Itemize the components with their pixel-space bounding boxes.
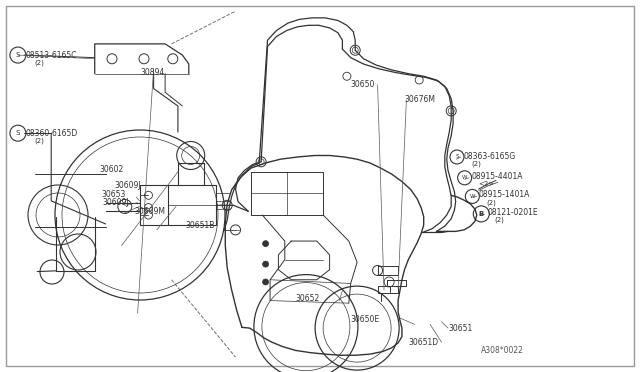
Text: 08121-0201E: 08121-0201E — [488, 208, 538, 217]
Text: <2>: <2> — [479, 181, 495, 187]
Circle shape — [352, 47, 358, 53]
Circle shape — [222, 201, 232, 210]
Text: 08360-6165D: 08360-6165D — [26, 129, 78, 138]
Text: (2): (2) — [486, 199, 496, 206]
Text: 08915-1401A: 08915-1401A — [479, 190, 530, 199]
Text: 08513-6165C: 08513-6165C — [26, 51, 77, 60]
Text: 30652: 30652 — [296, 294, 320, 303]
Text: 30676M: 30676M — [404, 95, 435, 104]
Text: W: W — [462, 175, 467, 180]
Circle shape — [145, 191, 152, 199]
Text: 30609J: 30609J — [114, 182, 141, 190]
Text: 30651D: 30651D — [408, 338, 438, 347]
Circle shape — [262, 279, 269, 285]
Text: (2): (2) — [471, 160, 481, 167]
Text: A308*0022: A308*0022 — [481, 346, 524, 355]
Circle shape — [262, 261, 269, 267]
Circle shape — [118, 199, 132, 214]
Text: 08915-4401A: 08915-4401A — [471, 172, 522, 181]
Text: (2): (2) — [495, 217, 504, 224]
Text: 30651: 30651 — [448, 324, 472, 333]
Circle shape — [448, 108, 454, 114]
Text: S: S — [16, 52, 20, 58]
Text: 30609J: 30609J — [102, 198, 129, 207]
Text: 30609M: 30609M — [134, 207, 165, 216]
Text: 30650: 30650 — [351, 80, 375, 89]
Circle shape — [258, 159, 264, 165]
Circle shape — [145, 211, 152, 219]
Text: B: B — [479, 211, 484, 217]
Text: 30653: 30653 — [101, 190, 125, 199]
Text: 30602: 30602 — [99, 165, 124, 174]
Text: (2): (2) — [34, 137, 44, 144]
Circle shape — [145, 203, 152, 212]
Text: W: W — [470, 194, 475, 199]
Text: (2): (2) — [34, 60, 44, 67]
Text: 08363-6165G: 08363-6165G — [463, 152, 516, 161]
Text: 30651B: 30651B — [186, 221, 215, 230]
Text: 30650E: 30650E — [351, 315, 380, 324]
Circle shape — [372, 266, 383, 275]
Text: S: S — [16, 130, 20, 136]
Text: 30894: 30894 — [141, 68, 165, 77]
Text: S: S — [455, 154, 459, 160]
Circle shape — [262, 241, 269, 247]
